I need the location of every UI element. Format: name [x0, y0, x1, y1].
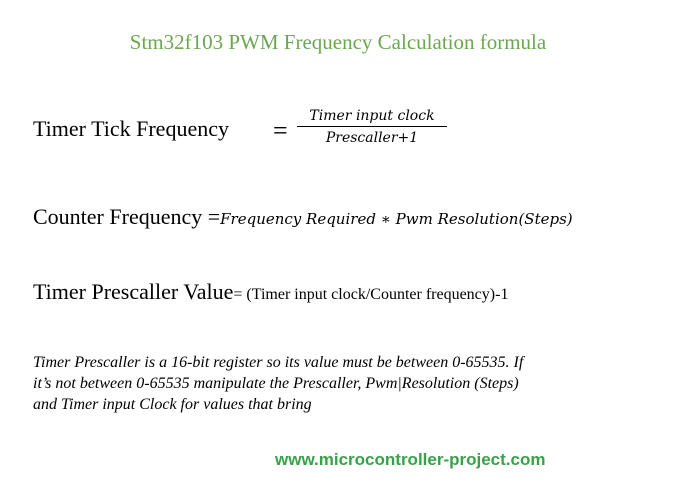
website-link[interactable]: www.microcontroller-project.com: [275, 450, 546, 469]
timer-tick-frequency-formula: Timer Tick Frequency: [33, 116, 229, 142]
timer-prescaller-formula: Timer Prescaller Value= (Timer input clo…: [33, 279, 508, 305]
counter-frequency-label: Counter Frequency =: [33, 204, 221, 229]
note-line-1: Timer Prescaller is a 16-bit register so…: [33, 354, 524, 371]
timer-tick-frequency-label: Timer Tick Frequency: [33, 116, 229, 141]
counter-frequency-formula: Counter Frequency =Frequency Required ∗ …: [33, 204, 573, 230]
note-line-3: and Timer input Clock for values that br…: [33, 396, 312, 413]
fraction-numerator: Timer input clock: [309, 108, 435, 124]
page-title: Stm32f103 PWM Frequency Calculation form…: [129, 30, 547, 54]
prescaller-note: Timer Prescaller is a 16-bit register so…: [33, 352, 633, 415]
counter-frequency-expression: Frequency Required ∗ Pwm Resolution(Step…: [220, 210, 573, 228]
equals-sign: =: [273, 116, 288, 145]
fraction-bar: [297, 126, 447, 127]
timer-prescaller-expression: = (Timer input clock/Counter frequency)-…: [233, 286, 509, 303]
fraction-denominator: Prescaller+1: [325, 130, 419, 146]
tick-frequency-fraction: Timer input clock Prescaller+1: [297, 108, 447, 146]
note-line-2: it’s not between 0-65535 manipulate the …: [33, 375, 519, 392]
timer-prescaller-label: Timer Prescaller Value: [33, 279, 234, 304]
